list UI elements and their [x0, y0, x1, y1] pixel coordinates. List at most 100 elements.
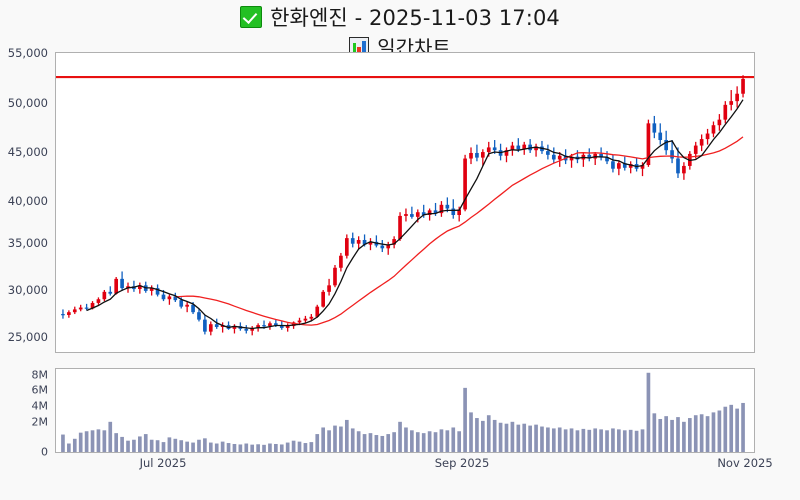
volume-bar [191, 442, 195, 452]
candle-down [155, 288, 160, 295]
volume-bar [557, 427, 562, 452]
volume-bar [161, 442, 166, 452]
volume-bar [445, 430, 450, 452]
volume-bar [481, 420, 485, 452]
candle-up [90, 302, 95, 309]
volume-bar [149, 439, 154, 452]
chart-title-row: 한화엔진 - 2025-11-03 17:04 [0, 2, 800, 32]
candle-up [510, 145, 515, 151]
volume-bar [315, 434, 320, 452]
volume-bar [528, 425, 532, 452]
volume-bar [451, 427, 456, 452]
volume-bar [368, 433, 373, 452]
candle-up [72, 309, 77, 313]
candle-up [569, 156, 574, 161]
volume-bar [463, 387, 467, 452]
volume-bar [321, 427, 325, 452]
candle-down [244, 328, 249, 331]
candle-up [386, 244, 391, 249]
volume-bar [214, 443, 219, 452]
volume-bar [398, 421, 402, 452]
volume-bar [587, 429, 592, 452]
candle-up [333, 267, 337, 286]
candle-up [682, 165, 686, 174]
volume-bar [291, 440, 296, 452]
volume-bar [203, 438, 207, 452]
price-chart-panel[interactable] [55, 52, 755, 353]
volume-bar [682, 421, 686, 452]
candlestick-plot[interactable] [56, 53, 754, 352]
candle-up [250, 327, 255, 331]
volume-chart-panel[interactable] [55, 368, 755, 453]
candle-down [197, 312, 201, 320]
volume-bar [309, 442, 314, 452]
volume-bar [687, 418, 692, 452]
volume-bar [72, 438, 77, 452]
volume-bar [717, 410, 722, 452]
candle-down [179, 300, 184, 307]
candle-up [309, 316, 314, 319]
volume-bar [593, 428, 598, 452]
volume-bar [232, 443, 237, 452]
candle-up [617, 163, 621, 169]
volume-plot[interactable] [56, 369, 754, 452]
volume-bar [344, 419, 349, 452]
volume-tick-label: 8M [31, 368, 49, 382]
candle-down [445, 204, 450, 209]
candle-up [208, 324, 213, 332]
candle-up [481, 152, 485, 158]
moving-average-long-line [175, 136, 744, 326]
volume-bar [285, 442, 290, 452]
candle-up [232, 326, 237, 329]
volume-bar [96, 429, 101, 452]
volume-bar [143, 434, 148, 452]
volume-bar [132, 439, 136, 452]
volume-bar [599, 429, 603, 452]
date-tick-label: Nov 2025 [717, 456, 773, 470]
price-tick-label: 30,000 [7, 283, 48, 297]
candle-down [670, 150, 674, 159]
volume-bar [421, 433, 426, 452]
volume-bar [138, 436, 142, 452]
candle-up [534, 146, 538, 151]
volume-bar [575, 430, 580, 452]
volume-bar [380, 435, 385, 452]
candle-up [303, 318, 308, 321]
volume-bar [551, 428, 556, 452]
candle-up [256, 325, 260, 328]
volume-bar [427, 431, 432, 452]
volume-bar [392, 432, 396, 452]
volume-tick-label: 2M [31, 415, 49, 429]
volume-bar [540, 426, 544, 452]
candle-up [717, 119, 722, 126]
candle-up [268, 323, 272, 327]
candle-down [203, 319, 207, 332]
volume-bar [622, 430, 627, 452]
candle-up [522, 144, 527, 150]
candle-up [705, 133, 710, 140]
candle-down [664, 140, 668, 151]
volume-bar [634, 430, 639, 452]
candle-down [274, 323, 278, 326]
candle-up [457, 209, 462, 215]
candle-up [167, 296, 172, 300]
candle-up [723, 104, 728, 120]
volume-bar [510, 421, 515, 452]
volume-tick-label: 4M [31, 399, 49, 413]
volume-bar [652, 413, 657, 452]
candle-down [611, 161, 615, 169]
volume-bar [498, 422, 503, 452]
volume-bar [350, 428, 355, 452]
volume-bar [581, 428, 586, 452]
candle-down [622, 163, 627, 168]
candle-up [557, 155, 562, 160]
candle-up [67, 312, 71, 315]
volume-bar [262, 444, 266, 452]
candle-down [108, 291, 113, 294]
candle-up [149, 288, 154, 291]
volume-bar [333, 425, 337, 452]
page-title: 한화엔진 - 2025-11-03 17:04 [270, 6, 560, 30]
candle-up [699, 139, 704, 146]
candle-down [546, 151, 550, 155]
candle-down [214, 324, 219, 328]
